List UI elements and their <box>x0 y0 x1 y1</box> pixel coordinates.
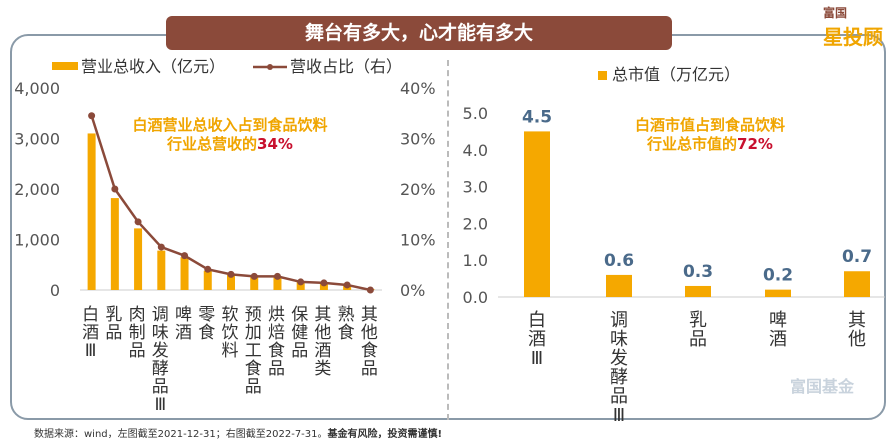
share-point <box>273 272 281 280</box>
left-x-label: 零食 <box>198 305 215 343</box>
right-x-label: 啤酒 <box>769 310 787 350</box>
share-point <box>204 265 212 273</box>
left-bar <box>87 133 96 290</box>
left-y-tick: 3,000 <box>14 130 60 149</box>
left-bar <box>110 198 119 290</box>
right-bar-value: 4.5 <box>522 107 552 127</box>
right-x-label: 其他 <box>848 310 866 350</box>
logo: 富国 星投顾 <box>823 6 883 49</box>
legend-marketcap-label: 总市值（万亿元） <box>612 65 740 84</box>
left-y-tick: 4,000 <box>14 79 60 98</box>
right-bar <box>524 131 550 297</box>
panel-divider <box>447 60 449 420</box>
share-point <box>157 243 165 251</box>
right-annotation: 白酒市值占到食品饮料 行业总市值的72% <box>634 116 785 153</box>
right-y-tick: 30% <box>400 130 436 149</box>
left-x-label: 预加工食品 <box>245 305 262 397</box>
share-point <box>250 272 258 280</box>
left-bar <box>227 274 235 290</box>
left-y-tick: 2,000 <box>14 180 60 199</box>
left-x-label: 软饮料 <box>222 305 239 361</box>
watermark: 富国基金 <box>790 377 855 396</box>
left-bar <box>250 275 259 290</box>
right-bar-value: 0.3 <box>683 262 713 282</box>
right-y-tick: 40% <box>400 79 436 98</box>
left-bar <box>203 270 212 290</box>
right-chart-y-tick: 5.0 <box>463 104 488 123</box>
share-point <box>88 112 96 120</box>
left-annotation: 白酒营业总收入占到食品饮料 行业总营收的34% <box>132 116 328 153</box>
left-x-label: 白酒 Ⅲ <box>82 305 99 361</box>
left-x-label: 乳品 <box>105 305 122 343</box>
left-y-tick: 1,000 <box>14 231 60 250</box>
legend-bar-label: 营业总收入（亿元） <box>81 57 225 76</box>
banner-title: 舞台有多大，心才能有多大 <box>166 16 672 50</box>
share-point <box>134 218 142 226</box>
right-bar <box>844 271 870 297</box>
left-x-label: 肉制品 <box>129 305 146 361</box>
share-point <box>227 270 235 278</box>
left-bar <box>273 276 282 290</box>
right-bar-value: 0.2 <box>763 266 793 286</box>
share-point <box>343 281 351 289</box>
share-point <box>111 185 119 193</box>
right-bar <box>765 289 791 297</box>
left-bar <box>319 283 328 290</box>
left-x-label: 调味发酵品 Ⅲ <box>152 305 169 415</box>
source-note: 数据来源：wind，左图截至2021-12-31；右图截至2022-7-31。基… <box>34 429 443 440</box>
legend-marketcap-swatch <box>598 71 607 80</box>
left-x-label: 熟食 <box>338 304 355 343</box>
left-x-label: 保健品 <box>291 305 308 361</box>
right-bar-value: 0.7 <box>842 247 872 267</box>
right-chart-y-tick: 4.0 <box>463 141 488 160</box>
share-point <box>320 279 328 287</box>
share-point <box>366 286 374 294</box>
right-y-tick: 10% <box>400 231 436 250</box>
left-bar <box>296 281 305 290</box>
left-bar <box>180 257 189 290</box>
left-x-label: 烘焙食品 <box>268 305 285 379</box>
right-x-label: 乳品 <box>689 310 707 350</box>
right-x-label: 调味发酵品 Ⅲ <box>610 310 628 426</box>
left-bar <box>157 250 166 290</box>
right-chart-y-tick: 2.0 <box>463 214 488 233</box>
right-chart-y-tick: 3.0 <box>463 178 488 197</box>
right-bar <box>606 274 632 297</box>
right-chart-y-tick: 0.0 <box>463 288 488 307</box>
right-bar-value: 0.6 <box>604 251 634 271</box>
legend-line-label: 营收占比（右） <box>290 57 402 76</box>
right-y-tick: 20% <box>400 180 436 199</box>
share-point <box>181 252 189 260</box>
right-chart-y-tick: 1.0 <box>463 251 488 270</box>
share-point <box>297 278 305 286</box>
left-y-tick: 0 <box>50 281 60 300</box>
legend-line-marker <box>267 64 273 70</box>
right-y-tick: 0% <box>400 281 425 300</box>
left-x-label: 其他酒类 <box>314 305 331 379</box>
left-bar <box>134 228 143 290</box>
right-bar <box>685 285 711 297</box>
left-x-label: 啤酒 <box>175 305 192 343</box>
right-x-label: 白酒 Ⅲ <box>528 310 546 369</box>
legend-bar-swatch <box>52 62 78 70</box>
left-x-label: 其他食品 <box>361 305 378 379</box>
